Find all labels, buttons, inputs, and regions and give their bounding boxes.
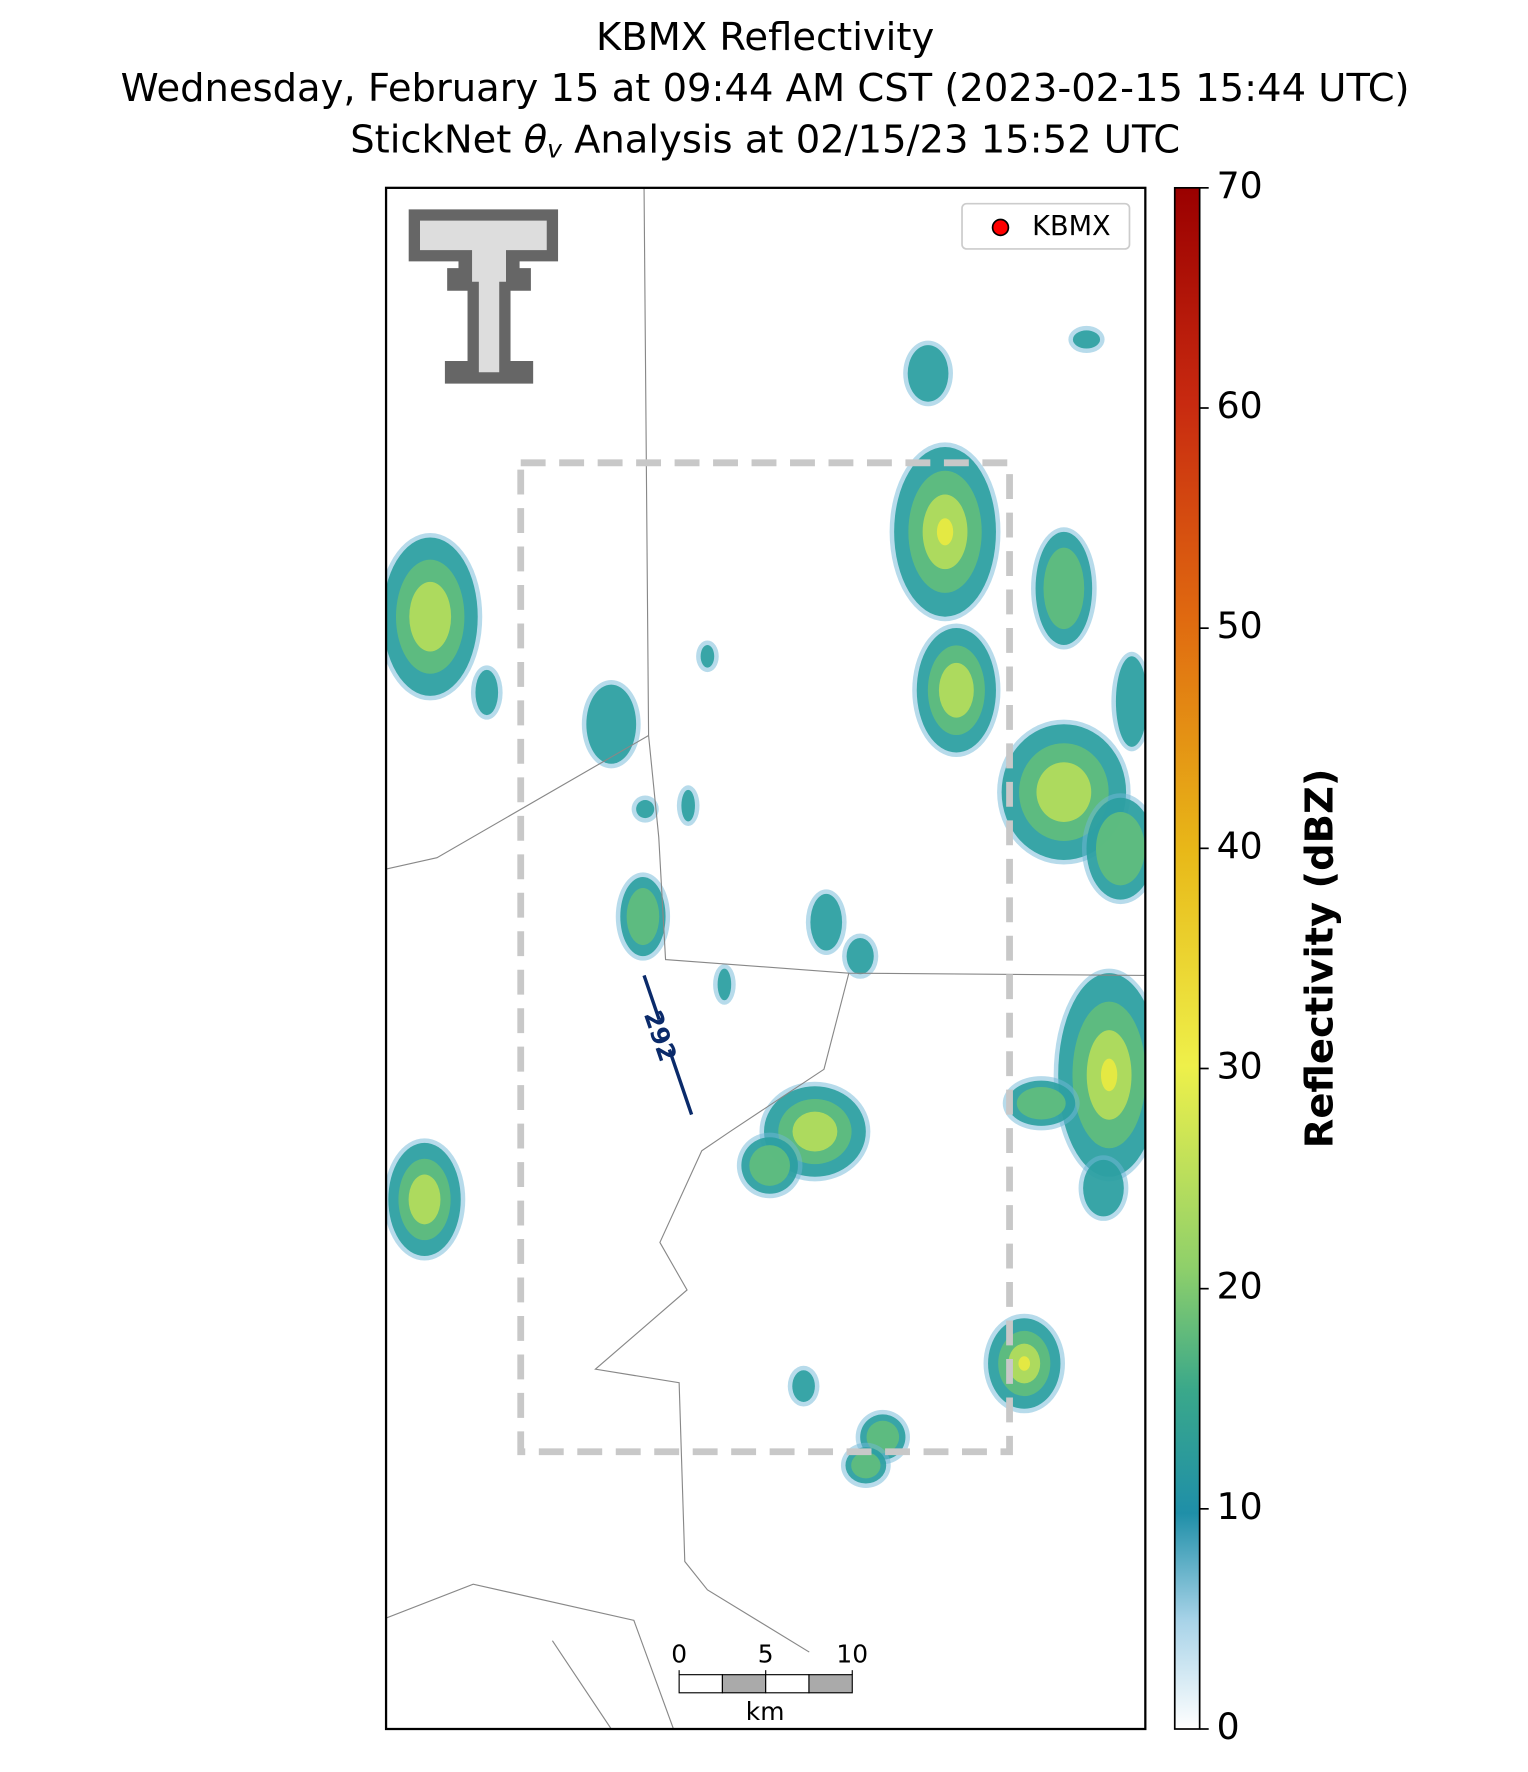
- title-line3: StickNet θv Analysis at 02/15/23 15:52 U…: [350, 117, 1180, 164]
- colorbar-tick-label: 50: [1217, 604, 1263, 647]
- scale-tick-label: 0: [671, 1639, 687, 1668]
- echo: [792, 1111, 838, 1152]
- echo: [1016, 1086, 1066, 1120]
- echo: [1043, 547, 1085, 630]
- ttu-logo: [406, 207, 561, 386]
- echo: [1095, 811, 1145, 886]
- colorbar-tick-label: 0: [1217, 1705, 1240, 1748]
- echo: [408, 1174, 441, 1225]
- echo: [409, 581, 452, 652]
- echo: [700, 644, 715, 668]
- radar-echoes: [386, 325, 1146, 1488]
- colorbar-tick-label: 20: [1217, 1265, 1263, 1308]
- colorbar-tick-label: 40: [1217, 824, 1263, 867]
- title-line2: Wednesday, February 15 at 09:44 AM CST (…: [121, 66, 1410, 111]
- echo: [1072, 330, 1101, 349]
- echo: [1018, 1356, 1031, 1371]
- scale-unit: km: [746, 1697, 785, 1726]
- colorbar-label: Reflectivity (dBZ): [1297, 769, 1342, 1149]
- echo: [938, 662, 974, 718]
- colorbar: [1173, 186, 1201, 1730]
- map-area: 292 KBMX km 0 5 10: [386, 187, 1146, 1730]
- scale-tick-label: 5: [758, 1639, 774, 1668]
- colorbar-tick-label: 70: [1217, 164, 1263, 207]
- legend-label: KBMX: [1032, 211, 1110, 242]
- echo: [792, 1370, 815, 1402]
- echo: [1100, 1058, 1118, 1092]
- echo: [749, 1145, 791, 1186]
- analysis-domain: [517, 459, 1013, 1456]
- map-frame: [384, 186, 1147, 1731]
- scale-segment: [721, 1674, 767, 1694]
- title-part: v: [547, 134, 563, 163]
- echo: [851, 1452, 881, 1479]
- title-line1: KBMX Reflectivity: [596, 15, 934, 60]
- scale-segment: [678, 1674, 723, 1694]
- scale-segment: [808, 1674, 853, 1694]
- colorbar-ticks: 0 10 20 30 40 50 60 70: [1199, 164, 1263, 1748]
- echo: [907, 345, 949, 402]
- echo: [1036, 762, 1092, 822]
- colorbar-tick-label: 30: [1217, 1045, 1263, 1088]
- echo: [1083, 1159, 1124, 1217]
- county-borders: [386, 187, 1146, 1730]
- echo: [1115, 656, 1146, 747]
- legend-box: [961, 202, 1131, 250]
- scale-segment: [765, 1674, 810, 1694]
- echo: [586, 684, 637, 764]
- colorbar-tick-label: 10: [1217, 1485, 1263, 1528]
- scale-tick-label: 10: [836, 1639, 868, 1668]
- scale-bar: km 0 5 10: [671, 1639, 868, 1726]
- echo: [717, 968, 732, 1001]
- title-part: StickNet: [350, 117, 523, 162]
- map-background: [386, 187, 1146, 1730]
- title-part: Analysis at 02/15/23 15:52 UTC: [562, 117, 1180, 162]
- legend-marker: [991, 218, 1010, 237]
- echo: [636, 800, 655, 819]
- contour-label-bg: [625, 1011, 692, 1062]
- echo: [846, 938, 874, 975]
- echo: [936, 518, 954, 546]
- title-part: θ: [524, 117, 548, 162]
- echo: [810, 893, 843, 951]
- echo: [626, 888, 660, 946]
- colorbar-tick-label: 60: [1217, 384, 1263, 427]
- echo: [475, 669, 499, 716]
- echo: [681, 789, 695, 822]
